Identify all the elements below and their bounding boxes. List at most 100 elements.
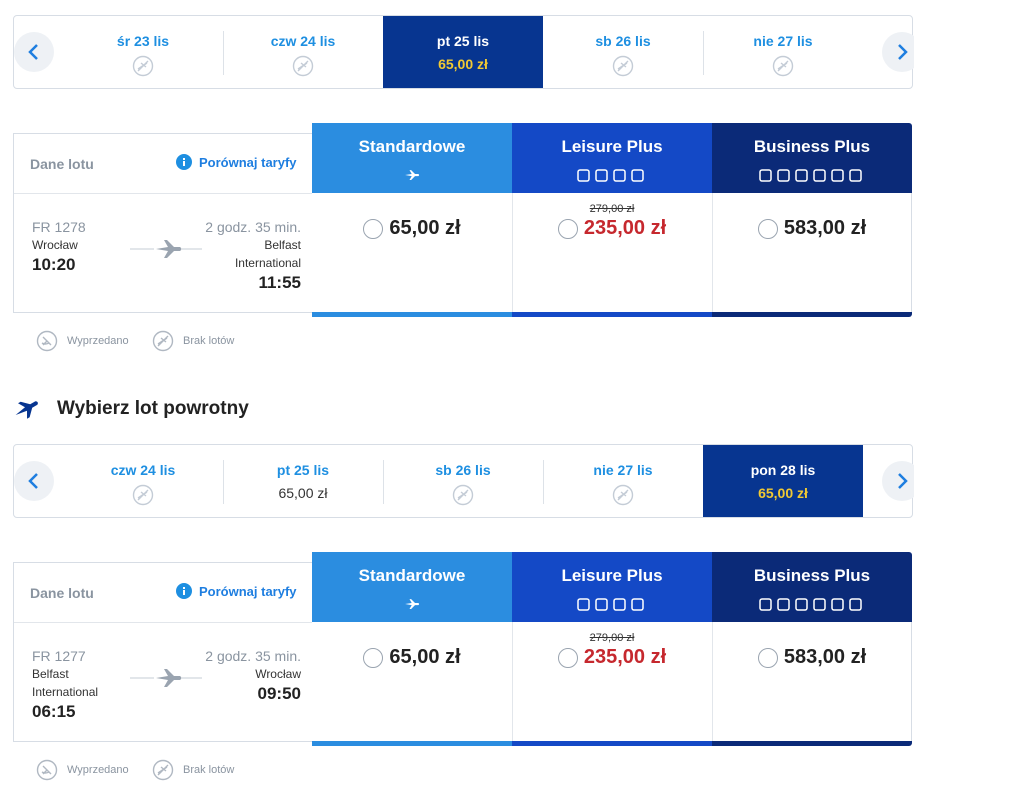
fare-column: Leisure Plus 279,00 zł 235,00 zł	[512, 123, 712, 318]
flight-to: Belfast International	[234, 238, 301, 270]
prev-date-button[interactable]	[14, 30, 54, 74]
fare-price: 583,00 zł	[783, 217, 867, 239]
prev-date-button[interactable]	[14, 459, 54, 503]
fare-feature-icons	[576, 598, 648, 612]
date-label: sb 26 lis	[595, 33, 651, 49]
fare-option[interactable]: 583,00 zł	[712, 217, 912, 243]
fare-radio[interactable]	[757, 647, 778, 668]
next-date-button[interactable]	[880, 459, 922, 503]
fare-column: Leisure Plus 279,00 zł 235,00 zł	[512, 552, 712, 747]
fare-bottom-bar	[512, 741, 712, 746]
fare-feature-icons-svg	[577, 598, 644, 611]
date-cell[interactable]: pon 28 lis 65,00 zł	[703, 445, 863, 517]
flight-arrival: 11:55	[258, 273, 301, 292]
fare-price: 583,00 zł	[783, 646, 867, 668]
date-bar: śr 23 lis czw 24 lis pt 25 lis 65,00 zł sb 2…	[13, 15, 922, 89]
flight-details: Dane lotu Porównaj taryfy FR 1277 Belfast I…	[13, 562, 313, 742]
date-divider	[543, 460, 544, 504]
fare-option[interactable]: 235,00 zł	[512, 217, 712, 243]
no-flights-icon-svg	[152, 330, 174, 352]
fare-radio[interactable]	[557, 218, 578, 239]
date-label: pt 25 lis	[436, 33, 490, 49]
fare-option-inner: 235,00 zł	[557, 646, 667, 669]
flight-departure: 06:15	[32, 702, 76, 721]
fare-feature-icons	[758, 598, 866, 612]
fare-feature-icons-svg	[759, 169, 862, 182]
no-flights-icon-svg	[152, 759, 174, 781]
fare-radio[interactable]	[363, 218, 384, 239]
info-icon-svg	[176, 583, 192, 599]
no-flights-icon-svg	[292, 55, 314, 77]
no-flights-icon-svg	[452, 484, 474, 506]
fare-option-inner: 235,00 zł	[557, 217, 667, 240]
route-plane	[130, 667, 202, 689]
departure-info: FR 1278 Wrocław 10:20	[32, 218, 112, 276]
fare-radio[interactable]	[363, 647, 384, 668]
route-plane-svg	[130, 238, 202, 260]
no-flights-icon-svg	[612, 484, 634, 506]
flight-from: Belfast International	[32, 667, 99, 699]
fare-option-inner: 65,00 zł	[363, 217, 461, 240]
date-cell[interactable]: czw 24 lis	[223, 16, 383, 88]
date-cell[interactable]: pt 25 lis 65,00 zł	[383, 16, 543, 88]
fare-feature-icons-svg	[577, 169, 644, 182]
no-flights-icon	[132, 55, 154, 77]
legend-label: Wyprzedano	[67, 764, 129, 776]
date-cell[interactable]: sb 26 lis	[383, 445, 543, 517]
fare-feature-icons	[576, 169, 648, 183]
no-flights-icon-svg	[132, 55, 154, 77]
fare-option-inner: 65,00 zł	[363, 646, 461, 669]
arrival-info: 2 godz. 35 min. Wrocław 09:50	[194, 647, 301, 705]
info-icon-svg	[176, 154, 192, 170]
fare-option[interactable]: 65,00 zł	[312, 217, 512, 243]
no-flights-icon	[132, 484, 154, 506]
route-plane-svg	[130, 667, 202, 689]
date-cell[interactable]: nie 27 lis	[543, 445, 703, 517]
fare-price: 65,00 zł	[389, 217, 461, 239]
no-flights-icon	[452, 484, 474, 506]
compare-link: Porównaj taryfy	[199, 155, 297, 170]
flight-from: Wrocław	[32, 238, 78, 252]
date-label: nie 27 lis	[753, 33, 813, 49]
date-price: 65,00 zł	[278, 485, 328, 501]
date-cell[interactable]: nie 27 lis	[703, 16, 863, 88]
flight-details: Dane lotu Porównaj taryfy FR 1278 Wrocław 10…	[13, 133, 313, 313]
fare-name: Business Plus	[753, 566, 871, 585]
fare-radio[interactable]	[557, 647, 578, 668]
fare-feature-icon	[404, 598, 420, 612]
date-divider	[703, 31, 704, 75]
fare-price: 235,00 zł	[583, 646, 667, 668]
date-label: czw 24 lis	[110, 462, 176, 478]
flight-duration: 2 godz. 35 min.	[205, 219, 301, 235]
date-cell[interactable]: pt 25 lis 65,00 zł	[223, 445, 383, 517]
sold-out-icon	[36, 759, 58, 781]
fare-bottom-bar	[312, 312, 512, 317]
date-label: nie 27 lis	[593, 462, 653, 478]
info-icon	[176, 154, 192, 170]
date-cell[interactable]: sb 26 lis	[543, 16, 703, 88]
prev-date-button-svg	[14, 32, 54, 72]
sold-out-icon-svg	[36, 330, 58, 352]
date-cell[interactable]: czw 24 lis	[63, 445, 223, 517]
fare-option[interactable]: 235,00 zł	[512, 646, 712, 672]
fare-old-price: 279,00 zł	[589, 203, 635, 215]
compare-link: Porównaj taryfy	[199, 584, 297, 599]
fare-option[interactable]: 65,00 zł	[312, 646, 512, 672]
route-plane	[130, 238, 202, 260]
fare-column: Business Plus 583,00 zł	[712, 123, 912, 318]
no-flights-icon-svg	[772, 55, 794, 77]
fare-body	[712, 622, 912, 742]
fare-option[interactable]: 583,00 zł	[712, 646, 912, 672]
fare-bottom-bar	[712, 741, 912, 746]
next-date-button[interactable]	[880, 30, 922, 74]
details-divider	[14, 622, 313, 623]
flight-departure: 10:20	[32, 255, 76, 274]
fare-column: Standardowe 65,00 zł	[312, 123, 512, 318]
date-divider	[223, 31, 224, 75]
legend-label: Wyprzedano	[67, 335, 129, 347]
departure-info: FR 1277 Belfast International 06:15	[32, 647, 112, 723]
date-cell[interactable]: śr 23 lis	[63, 16, 223, 88]
fare-price: 235,00 zł	[583, 217, 667, 239]
no-flights-icon-svg	[612, 55, 634, 77]
fare-radio[interactable]	[757, 218, 778, 239]
